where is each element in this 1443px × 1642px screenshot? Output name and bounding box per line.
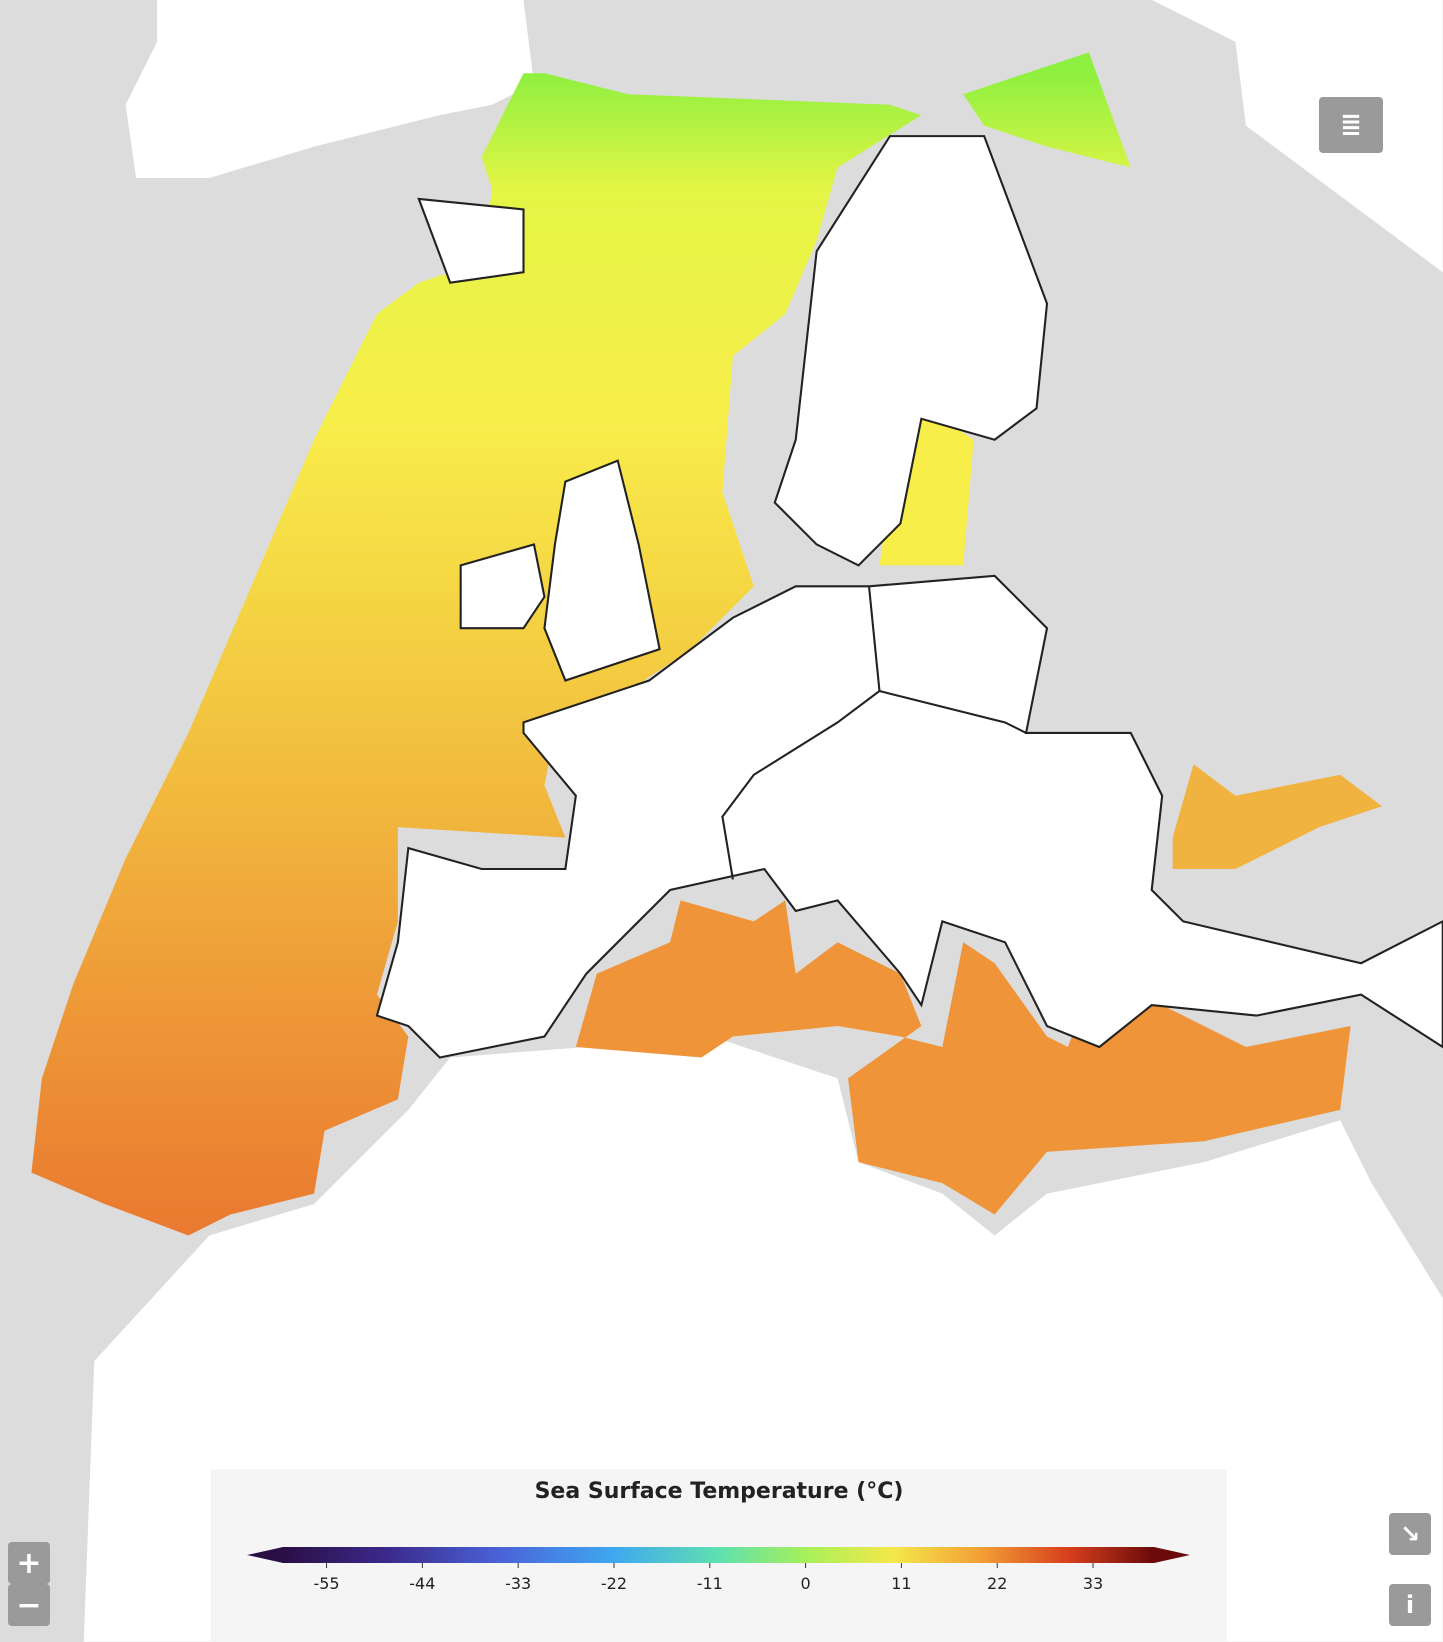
borders xyxy=(879,690,1027,734)
countries xyxy=(375,135,1443,1059)
fullscreen-button[interactable]: ↘ xyxy=(1389,1513,1431,1555)
colorbar-tick-label: -11 xyxy=(697,1574,723,1593)
colorbar-tick-label: -22 xyxy=(601,1574,627,1593)
sst-atlantic xyxy=(31,73,922,1236)
colorbar-tick-label: 33 xyxy=(1083,1574,1103,1593)
greenland xyxy=(125,0,534,178)
scandinavia xyxy=(773,135,1049,567)
iceland xyxy=(417,197,525,284)
colorbar: -55 -44 -33 -22 -11 0 11 22 33 xyxy=(247,1547,1190,1593)
sst-barents xyxy=(963,52,1131,168)
zoom-in-button[interactable]: + xyxy=(8,1542,50,1584)
europe-mainland xyxy=(375,574,1443,1059)
colorbar-low-arrow xyxy=(247,1547,283,1563)
colorbar-tick-label: -44 xyxy=(409,1574,435,1593)
info-button[interactable]: i xyxy=(1389,1584,1431,1626)
colorbar-high-arrow xyxy=(1154,1547,1190,1563)
russia-north xyxy=(1151,0,1443,273)
borders xyxy=(721,586,881,880)
sst-mediterranean xyxy=(575,900,1351,1215)
colorbar-tick-label: 0 xyxy=(801,1574,811,1593)
colorbar-tick-label: 22 xyxy=(987,1574,1007,1593)
zoom-out-button[interactable]: − xyxy=(8,1584,50,1626)
legend: Sea Surface Temperature (°C) -55 -44 -33 -2… xyxy=(211,1469,1227,1642)
layers-button[interactable]: ≣ xyxy=(1319,97,1383,153)
colorbar-tick-label: -55 xyxy=(313,1574,339,1593)
sst-black-sea xyxy=(1172,764,1383,870)
great-britain xyxy=(543,459,661,682)
ireland xyxy=(459,543,546,630)
colorbar-tick-label: 11 xyxy=(891,1574,911,1593)
colorbar-tick-label: -33 xyxy=(505,1574,531,1593)
colorbar-gradient xyxy=(283,1547,1154,1563)
legend-title: Sea Surface Temperature (°C) xyxy=(534,1479,904,1504)
